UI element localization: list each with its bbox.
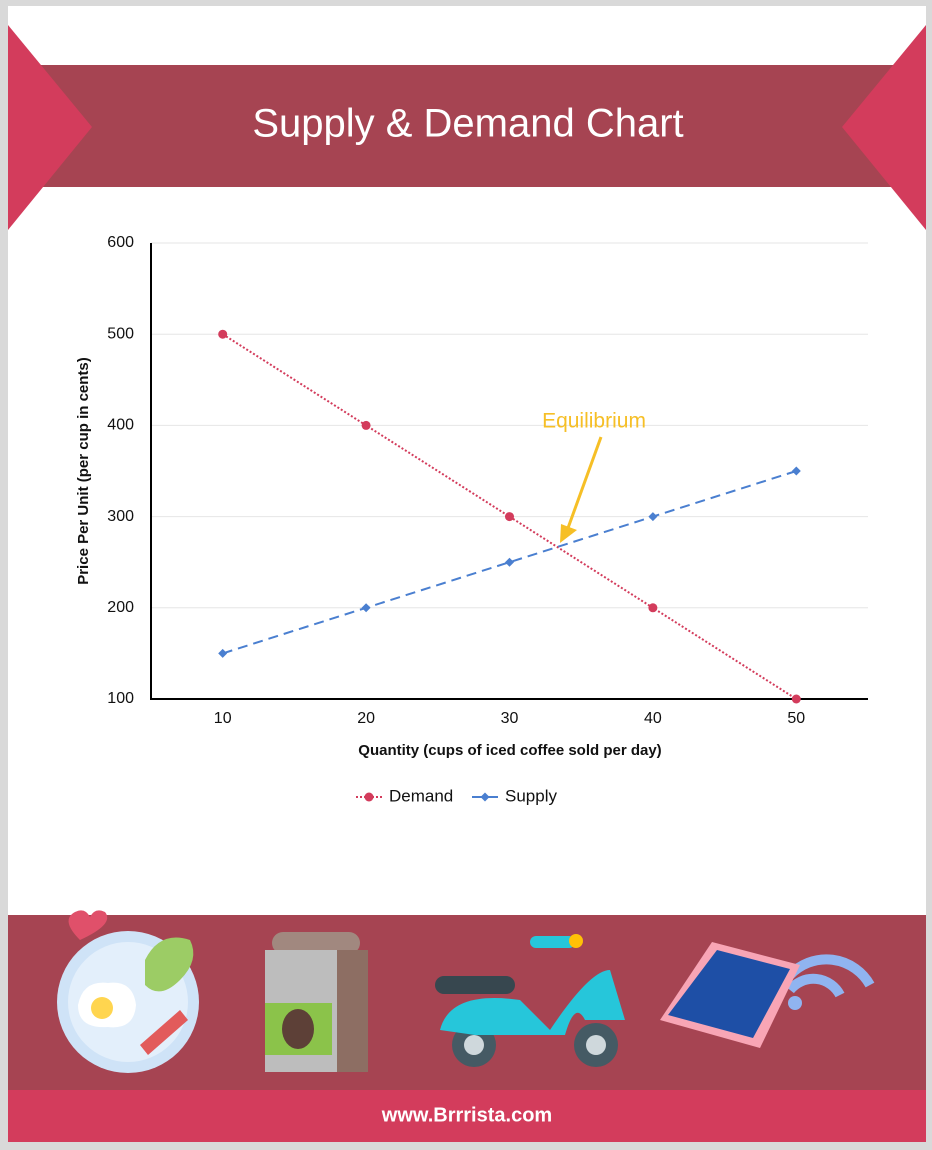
annotation: Equilibrium	[542, 410, 646, 433]
x-tick-label: 20	[357, 710, 375, 727]
plate-icon	[57, 910, 199, 1073]
y-tick-label: 600	[107, 234, 134, 251]
header-ribbon-right	[842, 25, 926, 230]
y-tick-label: 200	[107, 599, 134, 616]
header-band	[8, 65, 926, 187]
legend-label: Supply	[505, 786, 557, 805]
footer-url: www.Brrrista.com	[381, 1104, 552, 1126]
circle-marker	[505, 512, 514, 522]
x-tick-label: 50	[787, 710, 805, 727]
header-ribbon-left	[8, 25, 92, 230]
circle-marker	[218, 329, 228, 339]
legend-item: Supply	[472, 786, 557, 805]
circle-marker	[791, 694, 801, 704]
y-axis-label: Price Per Unit (per cup in cents)	[75, 357, 92, 585]
diamond-marker	[218, 648, 228, 658]
x-tick-label: 10	[214, 710, 232, 727]
circle-marker	[648, 603, 658, 613]
y-tick-label: 100	[107, 690, 134, 707]
series-line	[222, 333, 797, 700]
y-tick-label: 400	[107, 417, 134, 434]
legend-item: Demand	[356, 786, 453, 805]
legend-marker	[364, 792, 374, 802]
diamond-marker	[505, 557, 514, 567]
series-line	[222, 470, 797, 655]
x-axis-label: Quantity (cups of iced coffee sold per d…	[358, 742, 661, 759]
diamond-marker	[791, 466, 801, 476]
footer-bar	[8, 1090, 926, 1142]
x-tick-label: 40	[644, 710, 662, 727]
y-tick-label: 500	[107, 325, 134, 342]
annotation-arrow	[566, 436, 603, 529]
diamond-marker	[361, 603, 371, 613]
plot-area: 100 200 300 400 500 600 10 20 30 40 50 Equilibrium D…	[107, 234, 868, 805]
y-tick-label: 300	[107, 508, 134, 525]
annotation-arrowhead	[560, 524, 577, 543]
chart-title: Supply & Demand Chart	[252, 102, 683, 146]
phone-icon	[660, 942, 875, 1048]
legend-label: Demand	[389, 786, 453, 805]
x-tick-label: 30	[501, 710, 519, 727]
coffee-bag-icon	[265, 932, 368, 1072]
circle-marker	[361, 420, 371, 430]
diamond-marker	[648, 512, 658, 522]
legend-marker	[480, 792, 490, 802]
scooter-icon	[435, 934, 625, 1067]
